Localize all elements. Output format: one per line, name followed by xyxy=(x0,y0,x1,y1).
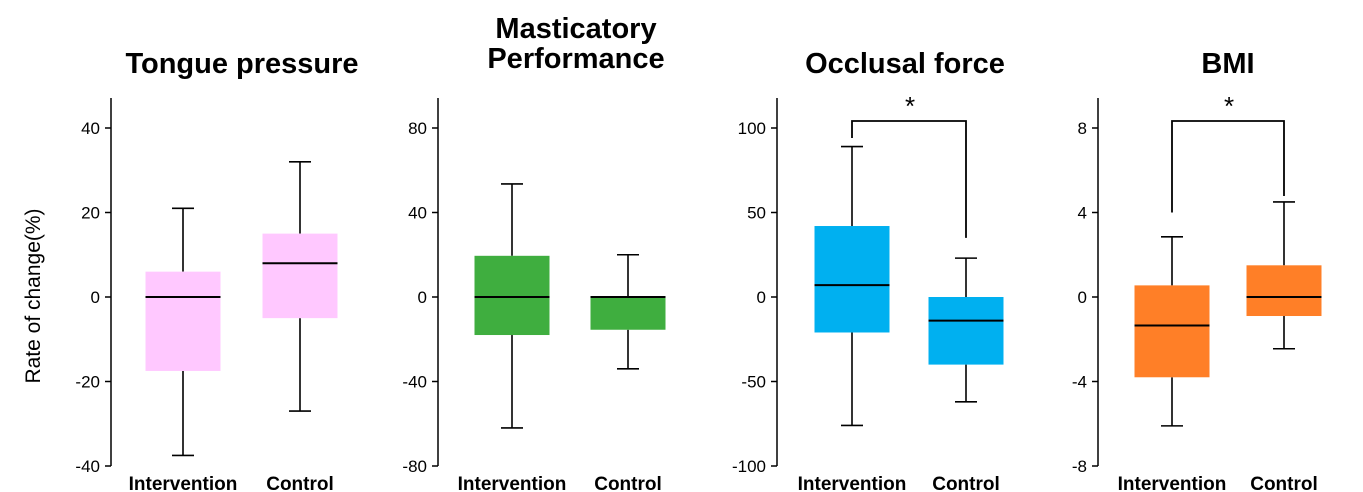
y-tick-label-2-3: 40 xyxy=(408,204,427,223)
y-tick-label-3-2: 0 xyxy=(757,288,766,307)
y-tick-label-3-3: 50 xyxy=(747,204,766,223)
y-tick-label-1-3: 20 xyxy=(81,204,100,223)
category-label-4-0: Intervention xyxy=(1118,474,1227,492)
category-label-1-0: Intervention xyxy=(129,474,238,492)
y-tick-label-3-1: -50 xyxy=(741,373,766,392)
significance-bracket-3 xyxy=(851,120,967,238)
y-tick-label-3-4: 100 xyxy=(738,119,766,138)
iqr-box xyxy=(262,233,338,319)
y-tick-label-4-2: 0 xyxy=(1078,288,1087,307)
y-tick-label-1-1: -20 xyxy=(75,373,100,392)
category-label-2-0: Intervention xyxy=(458,474,567,492)
category-label-3-0: Intervention xyxy=(798,474,907,492)
box-1-control xyxy=(262,161,338,412)
chart-title-2-line-2: Performance xyxy=(487,43,664,75)
y-tick-label-4-0: -8 xyxy=(1072,457,1087,476)
significance-bracket-4 xyxy=(1171,120,1285,213)
iqr-box xyxy=(1246,265,1322,317)
iqr-box xyxy=(474,255,550,336)
iqr-box xyxy=(590,297,666,330)
y-tick-label-4-3: 4 xyxy=(1078,204,1087,223)
panel-4: BMI -8 -4 0 4 8 Intervention Control * xyxy=(1072,48,1322,492)
panel-1: Tongue pressure -40 -20 0 20 40 Intervention Co… xyxy=(75,48,358,492)
iqr-box xyxy=(814,226,890,333)
box-4-control xyxy=(1246,201,1322,350)
category-label-4-1: Control xyxy=(1250,474,1318,492)
chart-title-4: BMI xyxy=(1201,48,1254,80)
y-axis-label: Rate of change(%) xyxy=(22,208,45,383)
y-tick-label-4-1: -4 xyxy=(1072,373,1087,392)
iqr-box xyxy=(928,297,1004,365)
significance-star-3: * xyxy=(905,91,915,121)
box-1-intervention xyxy=(145,207,221,457)
y-tick-label-2-4: 80 xyxy=(408,119,427,138)
box-4-intervention xyxy=(1134,235,1210,427)
box-3-control xyxy=(928,257,1004,403)
y-tick-label-3-0: -100 xyxy=(732,457,766,476)
category-label-1-1: Control xyxy=(266,474,334,492)
significance-star-4: * xyxy=(1224,91,1234,121)
y-tick-label-1-2: 0 xyxy=(91,288,100,307)
y-tick-label-2-1: -40 xyxy=(402,373,427,392)
y-tick-label-1-0: -40 xyxy=(75,457,100,476)
box-2-control xyxy=(590,253,666,370)
iqr-box xyxy=(1134,285,1210,378)
y-tick-label-2-2: 0 xyxy=(418,288,427,307)
y-tick-label-1-4: 40 xyxy=(81,119,100,138)
category-label-2-1: Control xyxy=(594,474,662,492)
chart-title-3: Occlusal force xyxy=(805,48,1005,80)
category-label-3-1: Control xyxy=(932,474,1000,492)
chart-title-1: Tongue pressure xyxy=(125,48,358,80)
chart-title-2-line-1: Masticatory xyxy=(495,13,656,45)
box-2-intervention xyxy=(474,183,550,429)
y-tick-label-4-4: 8 xyxy=(1078,119,1087,138)
box-3-intervention xyxy=(814,145,890,427)
panel-3: Occlusal force -100 -50 0 50 100 Intervention C… xyxy=(732,48,1005,492)
y-tick-label-2-0: -80 xyxy=(402,457,427,476)
iqr-box xyxy=(145,271,221,371)
